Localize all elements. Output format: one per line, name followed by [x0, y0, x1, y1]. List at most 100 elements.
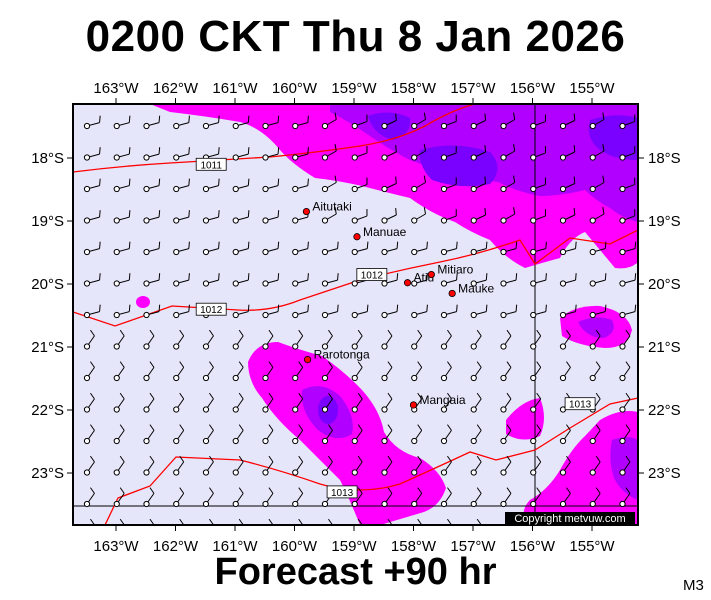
lat-label-left: 20°S — [31, 276, 64, 293]
wind-barb — [113, 147, 131, 161]
wind-barb — [202, 424, 214, 445]
wind-barb — [143, 304, 161, 319]
island-marker: Manuae — [353, 225, 407, 241]
wind-barb — [232, 329, 244, 350]
wind-barb — [530, 177, 546, 193]
wind-barb — [262, 455, 274, 476]
wind-barb — [500, 112, 516, 130]
wind-barb — [321, 304, 339, 319]
wind-barb — [440, 329, 452, 350]
wind-barb — [83, 361, 95, 382]
wind-barb — [143, 241, 161, 256]
wind-barb — [589, 207, 605, 224]
wind-barb — [143, 361, 155, 382]
wind-barb — [470, 361, 482, 382]
wind-barb — [143, 455, 155, 476]
wind-barb — [321, 175, 337, 193]
wind-barb — [209, 518, 214, 525]
island-marker: Aitutaki — [302, 200, 352, 216]
wind-barb — [83, 424, 95, 445]
wind-barb — [351, 304, 369, 319]
wind-barb — [500, 329, 512, 350]
wind-barb — [83, 487, 95, 508]
wind-barb — [619, 114, 636, 130]
wind-barbs — [83, 112, 637, 525]
wind-barb — [589, 144, 605, 161]
wind-barb — [292, 361, 304, 382]
wind-barb — [173, 424, 185, 445]
lon-label-bottom: 159°W — [331, 538, 377, 555]
wind-barb — [262, 487, 274, 508]
wind-barb — [381, 361, 393, 382]
wind-barb — [589, 424, 601, 445]
map-title: 0200 CKT Thu 8 Jan 2026 — [85, 12, 626, 61]
wind-barb — [530, 273, 547, 287]
wind-barb — [589, 329, 601, 350]
wind-barb — [417, 518, 423, 525]
wind-barb — [559, 176, 576, 193]
wind-barb — [619, 487, 631, 508]
rain-blob-west — [136, 296, 150, 308]
wind-barb — [113, 361, 125, 382]
wind-barb — [351, 361, 363, 382]
wind-barb — [292, 392, 304, 413]
wind-barb — [292, 115, 309, 130]
wind-barb — [559, 304, 577, 319]
wind-barb — [619, 304, 637, 319]
wind-barb — [83, 241, 101, 256]
wind-barb — [381, 273, 399, 287]
wind-barb — [202, 392, 214, 413]
wind-barb — [232, 455, 244, 476]
island-marker: Mangaia — [409, 393, 466, 409]
rain-core-north-3 — [368, 112, 411, 140]
wind-barb — [173, 273, 190, 287]
wind-barb — [202, 329, 214, 350]
wind-barb — [530, 455, 542, 476]
wind-barb — [321, 361, 333, 382]
rain-blob-east-medium — [578, 317, 614, 338]
wind-barb — [470, 176, 487, 193]
svg-text:1013: 1013 — [569, 400, 592, 411]
wind-barb — [262, 273, 280, 287]
wind-barb — [530, 361, 542, 382]
wind-barb — [619, 177, 636, 193]
lat-label-left: 21°S — [31, 339, 64, 356]
wind-barb — [262, 115, 280, 130]
wind-barb — [113, 273, 131, 287]
wind-barb — [351, 424, 363, 445]
wind-barb — [411, 241, 428, 256]
wind-barb — [143, 147, 161, 161]
wind-barb — [90, 518, 95, 525]
islands: AitutakiManuaeAtiuMitiaroMaukeRarotongaM… — [302, 200, 495, 409]
wind-barb — [83, 115, 101, 130]
wind-barb — [232, 273, 250, 287]
wind-barb — [113, 241, 131, 256]
wind-barb — [476, 518, 482, 525]
svg-text:1012: 1012 — [361, 271, 384, 282]
wind-barb — [113, 487, 125, 508]
wind-barb — [202, 487, 214, 508]
wind-barb — [321, 329, 333, 350]
wind-barb — [113, 115, 131, 130]
wind-barb — [440, 241, 458, 256]
wind-barb — [411, 455, 423, 476]
wind-barb — [298, 518, 304, 525]
wind-barb — [262, 210, 280, 224]
wind-barb — [83, 304, 101, 319]
wind-barb — [440, 209, 457, 224]
wind-barb — [83, 178, 101, 193]
wind-barb — [202, 178, 220, 193]
svg-text:1011: 1011 — [200, 160, 222, 171]
wind-barb — [173, 241, 190, 256]
svg-text:Aitutaki: Aitutaki — [312, 200, 351, 214]
wind-barb — [232, 392, 244, 413]
lon-label-top: 157°W — [450, 80, 496, 97]
wind-barb — [232, 487, 244, 508]
wind-barb — [440, 273, 458, 287]
wind-barb — [83, 392, 95, 413]
isobar-label: 1013 — [564, 397, 596, 411]
wind-barb — [470, 144, 487, 161]
wind-barb — [500, 455, 512, 476]
island-marker: Rarotonga — [303, 348, 370, 364]
rain-area-southeast — [523, 411, 638, 525]
